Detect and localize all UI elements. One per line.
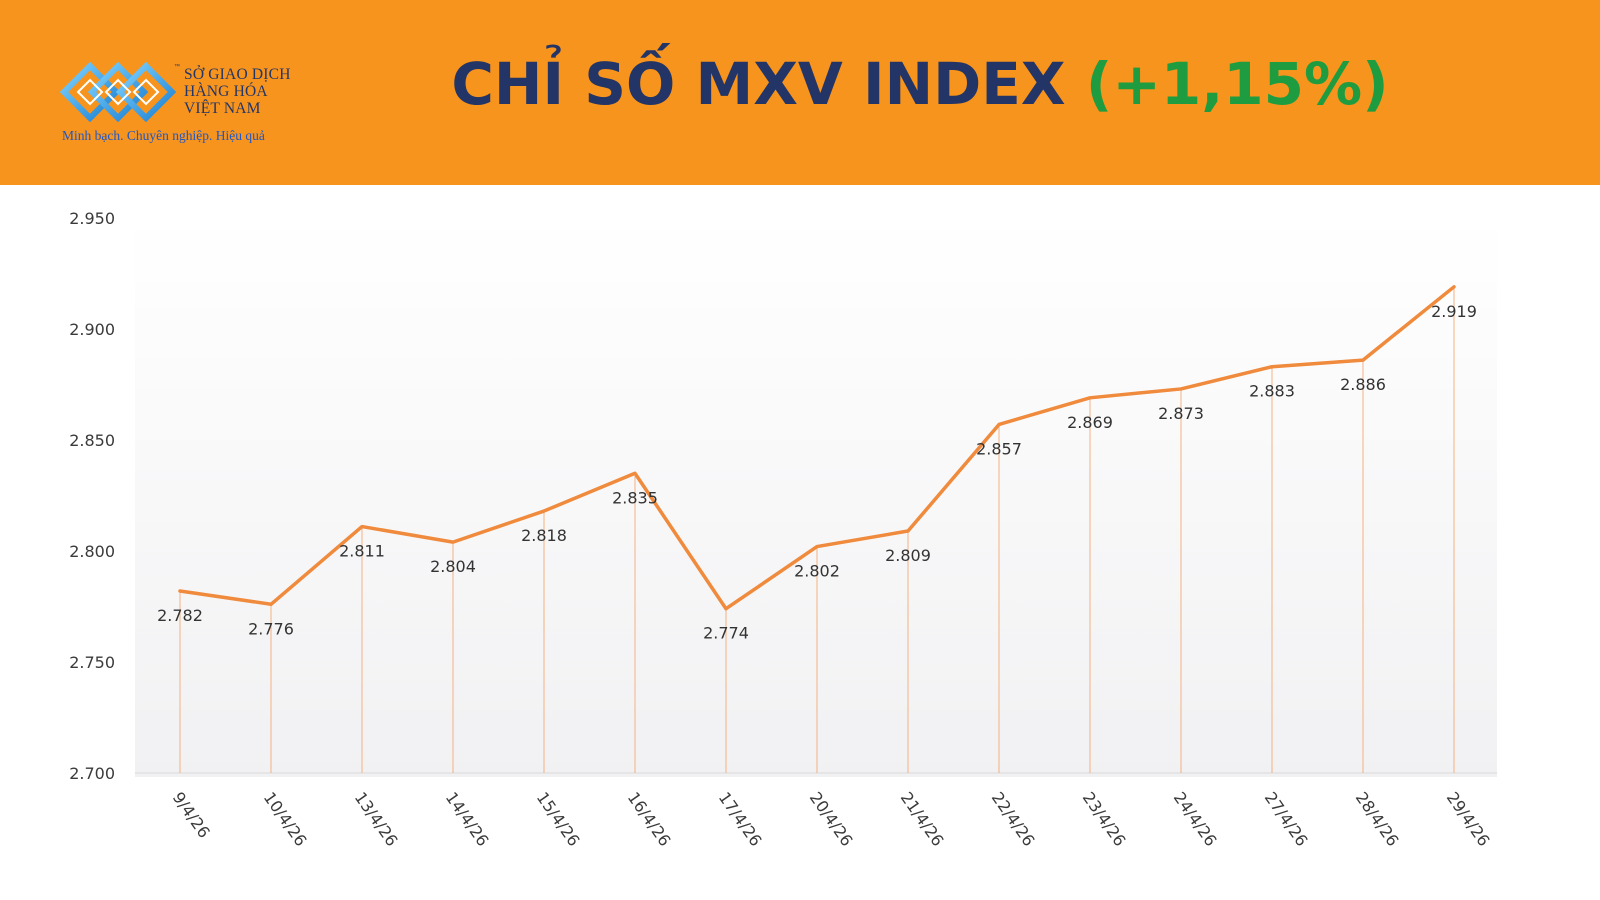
data-label: 2.774	[703, 624, 749, 643]
x-tick-label: 20/4/26	[806, 788, 857, 849]
y-tick-label: 2.900	[69, 320, 115, 339]
logo-line-3: VIỆT NAM	[184, 100, 261, 117]
title-change-percent: (+1,15%)	[1085, 50, 1389, 118]
data-label: 2.804	[430, 557, 476, 576]
y-axis-ticks: 2.700 2.750 2.800 2.850 2.900 2.950	[69, 209, 115, 783]
x-tick-label: 13/4/26	[351, 788, 402, 849]
x-tick-label: 16/4/26	[624, 788, 675, 849]
mxv-index-line-chart: 2.700 2.750 2.800 2.850 2.900 2.950 9/4/26 10/…	[69, 209, 1497, 850]
y-tick-label: 2.700	[69, 764, 115, 783]
data-label: 2.809	[885, 546, 931, 565]
x-axis-ticks: 9/4/26 10/4/26 13/4/26 14/4/26 15/4/26 16/4/2…	[169, 788, 1494, 849]
y-tick-label: 2.950	[69, 209, 115, 228]
data-label: 2.818	[521, 526, 567, 545]
logo-line-2: HÀNG HÓA	[184, 83, 268, 100]
drop-lines	[179, 286, 1455, 773]
x-tick-label: 28/4/26	[1352, 788, 1403, 849]
x-tick-label: 22/4/26	[988, 788, 1039, 849]
data-label: 2.886	[1340, 375, 1386, 394]
title-main: CHỈ SỐ MXV INDEX	[451, 50, 1086, 118]
x-tick-label: 10/4/26	[260, 788, 311, 849]
y-tick-label: 2.750	[69, 653, 115, 672]
exchange-logo-icon	[60, 62, 176, 122]
plot-area	[135, 215, 1497, 777]
x-tick-label: 17/4/26	[715, 788, 766, 849]
logo-line-1: SỞ GIAO DỊCH	[184, 66, 291, 83]
data-label: 2.835	[612, 488, 658, 507]
header-banner: ™ SỞ GIAO DỊCH HÀNG HÓA VIỆT NAM Minh bạ…	[0, 0, 1600, 185]
logo-text: SỞ GIAO DỊCH HÀNG HÓA VIỆT NAM	[184, 66, 291, 117]
data-label: 2.919	[1431, 302, 1477, 321]
page-title: CHỈ SỐ MXV INDEX (+1,15%)	[0, 50, 1600, 118]
data-label: 2.802	[794, 562, 840, 581]
data-label: 2.857	[976, 439, 1022, 458]
x-tick-label: 29/4/26	[1443, 788, 1494, 849]
y-tick-label: 2.850	[69, 431, 115, 450]
logo-tagline: Minh bạch. Chuyên nghiệp. Hiệu quả	[62, 128, 265, 143]
x-tick-label: 27/4/26	[1261, 788, 1312, 849]
x-tick-label: 15/4/26	[533, 788, 584, 849]
data-label: 2.776	[248, 619, 294, 638]
x-tick-label: 14/4/26	[442, 788, 493, 849]
x-tick-label: 24/4/26	[1170, 788, 1221, 849]
mxv-index-series-line	[178, 285, 1456, 611]
data-labels: 2.782 2.776 2.811 2.804 2.818 2.835 2.774 2.802…	[157, 302, 1477, 643]
data-label: 2.873	[1158, 404, 1204, 423]
x-tick-label: 23/4/26	[1079, 788, 1130, 849]
data-label: 2.869	[1067, 413, 1113, 432]
x-tick-label: 21/4/26	[897, 788, 948, 849]
data-label: 2.811	[339, 542, 385, 561]
trademark-mark: ™	[174, 64, 180, 70]
y-tick-label: 2.800	[69, 542, 115, 561]
x-tick-label: 9/4/26	[169, 788, 214, 841]
exchange-logo: ™ SỞ GIAO DỊCH HÀNG HÓA VIỆT NAM Minh bạ…	[60, 62, 320, 152]
data-label: 2.782	[157, 606, 203, 625]
data-label: 2.883	[1249, 382, 1295, 401]
